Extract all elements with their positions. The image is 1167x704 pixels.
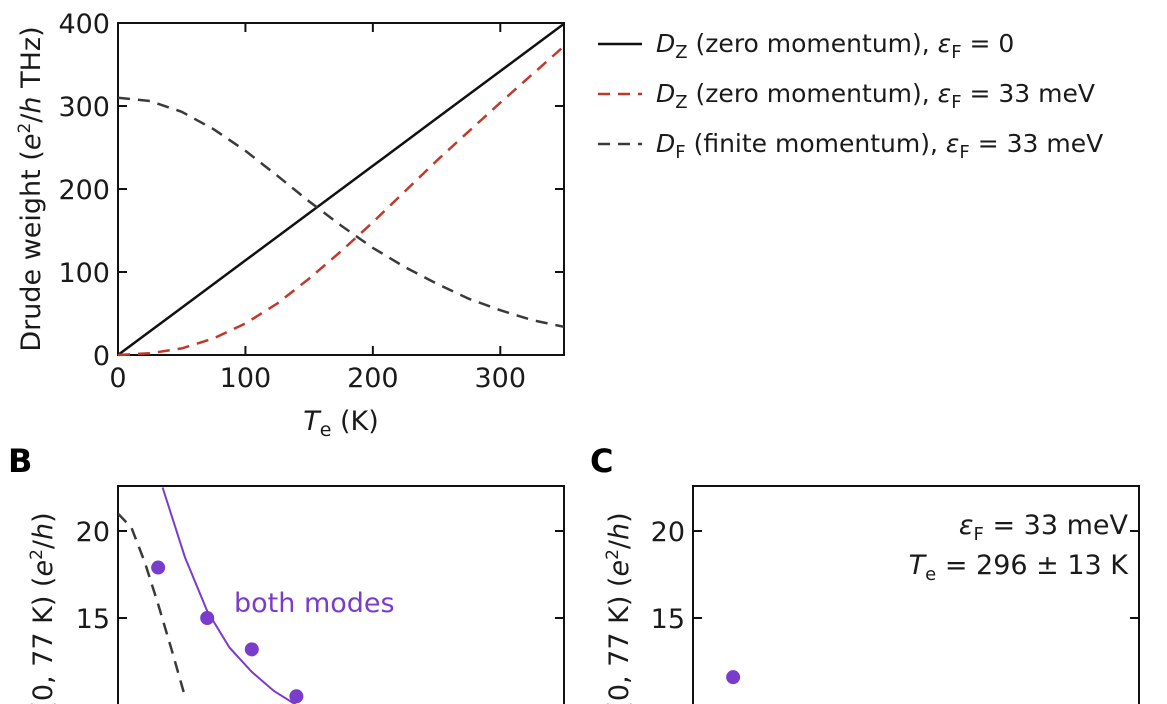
- chart-b-data-point: [151, 560, 166, 575]
- chart-a-ylabel: Drude weight (e2/h THz): [15, 26, 47, 351]
- chart-a-ytick-label: 100: [58, 258, 110, 289]
- chart-a-xlabel: Te (K): [303, 406, 379, 441]
- chart-a-legend: DZ (zero momentum), εF = 0 DZ (zero momen…: [598, 29, 1103, 163]
- chart-b-data-point: [289, 689, 304, 704]
- chart-c-frame: [692, 485, 1140, 704]
- chart-b-ytick-label: 15: [76, 604, 110, 635]
- chart-c-annotation-te: Te = 296 ± 13 K: [909, 550, 1130, 585]
- chart-b-annotation: both modes: [234, 588, 395, 619]
- chart-a-ytick-label: 300: [58, 92, 110, 123]
- chart-b-fit-curve: [161, 487, 297, 704]
- legend-entry-1: DZ (zero momentum), εF = 33 meV: [656, 79, 1095, 113]
- chart-a: 0 100 200 300 0 100 200 300 400 Drude weight (e2…: [15, 9, 1103, 441]
- chart-a-series-line-1: [117, 45, 565, 357]
- chart-a-ticks: 0 100 200 300 0 100 200 300 400: [58, 9, 564, 394]
- chart-a-series-line-0: [117, 22, 565, 357]
- chart-b-data-point: [244, 642, 259, 657]
- chart-c-annotation-eps: εF = 33 meV: [959, 510, 1129, 545]
- chart-b-ytick-label: 20: [76, 517, 110, 548]
- chart-b-curves: [118, 487, 304, 704]
- panel-c-label: C: [590, 442, 613, 480]
- chart-a-series-line-2: [117, 96, 565, 329]
- chart-c-ytick-label: 20: [651, 517, 685, 548]
- panel-b-label: B: [8, 442, 32, 480]
- chart-a-ytick-label: 0: [93, 341, 110, 372]
- legend-entry-0: DZ (zero momentum), εF = 0: [656, 29, 1014, 63]
- chart-c-data-point: [726, 670, 741, 685]
- chart-c-ytick-label: 15: [651, 604, 685, 635]
- legend-entry-2: DF (finite momentum), εF = 33 meV: [656, 129, 1103, 163]
- chart-b-ylabel: (0, 77 K) (e2/h): [27, 512, 59, 704]
- chart-a-ytick-label: 400: [58, 9, 110, 40]
- chart-c-ylabel: (0, 77 K) (e2/h): [603, 512, 635, 704]
- chart-a-xtick-label: 100: [220, 363, 272, 394]
- chart-b-frame: [117, 485, 565, 704]
- chart-a-ytick-label: 200: [58, 175, 110, 206]
- chart-b-dashed-curve: [118, 512, 187, 697]
- chart-a-xtick-label: 0: [109, 363, 126, 394]
- chart-a-xtick-label: 300: [475, 363, 527, 394]
- chart-a-series: [117, 22, 565, 357]
- chart-a-xtick-label: 200: [347, 363, 399, 394]
- chart-b-data-point: [200, 611, 215, 625]
- chart-c-curves: [726, 670, 741, 685]
